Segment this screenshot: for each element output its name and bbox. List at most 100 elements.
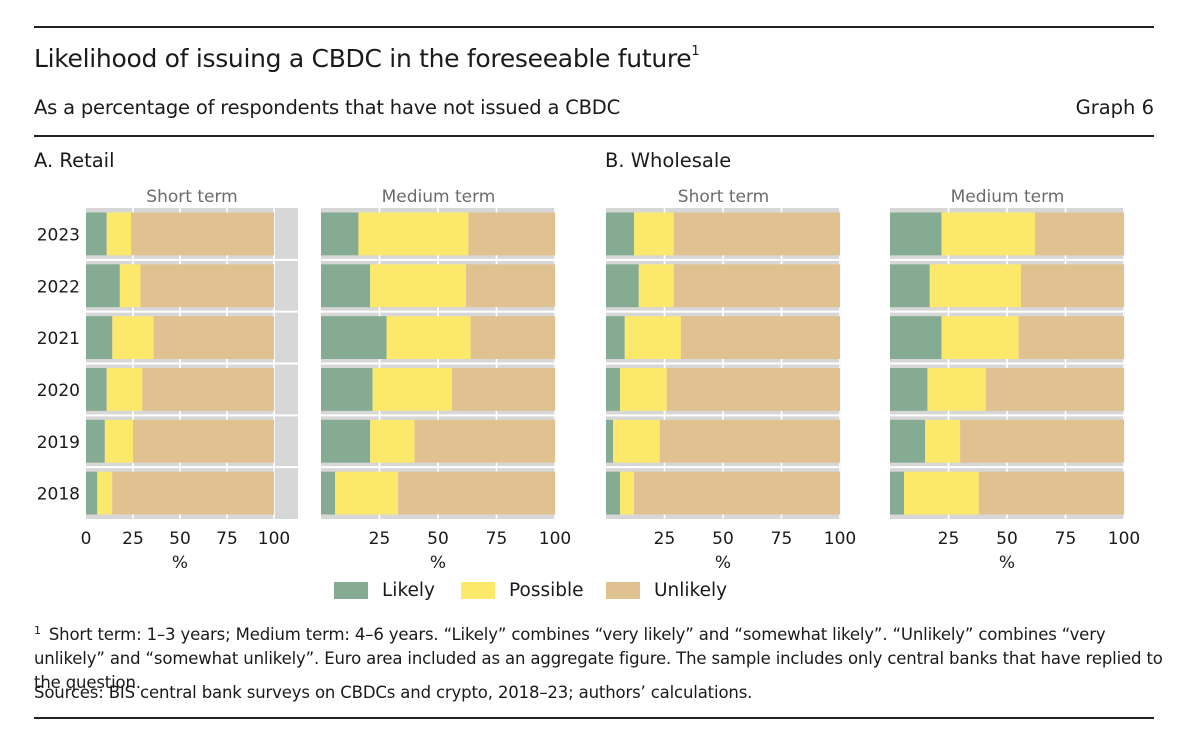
bar-unlikely-2019: [960, 419, 1124, 463]
x-tick-label: 100: [258, 529, 290, 549]
legend-item-possible: Possible: [461, 580, 584, 601]
chart-canvas: Short term 2023 2022 2021 2020 2019 2018 0 25 50 7…: [37, 187, 1140, 573]
y-tick-label: 2020: [37, 381, 80, 401]
y-tick-label: 2021: [37, 329, 80, 349]
bar-likely-2022: [321, 264, 371, 308]
x-tick-label: 0: [81, 529, 92, 549]
x-axis-label: %: [715, 553, 731, 573]
chart-title-text: Likelihood of issuing a CBDC in the fore…: [34, 44, 692, 73]
legend-label-likely: Likely: [382, 580, 435, 601]
legend-swatch-possible: [461, 582, 495, 599]
bar-unlikely-2021: [680, 316, 840, 359]
x-tick-label: 50: [996, 529, 1018, 549]
x-tick-label: 50: [427, 529, 449, 549]
bar-likely-2020: [606, 368, 621, 411]
bar-possible-2023: [106, 212, 132, 256]
bar-unlikely-2023: [131, 212, 274, 256]
y-tick-label: 2019: [37, 433, 80, 453]
bar-possible-2020: [620, 368, 667, 411]
chart-title: Likelihood of issuing a CBDC in the fore…: [34, 44, 700, 73]
bar-possible-2022: [929, 264, 1022, 308]
bar-possible-2018: [620, 471, 635, 515]
x-tick-label: 75: [486, 529, 508, 549]
bar-possible-2023: [941, 212, 1036, 256]
panel-subtitle: Medium term: [951, 187, 1065, 207]
legend-swatch-unlikely: [606, 582, 640, 599]
x-tick-label: 75: [216, 529, 238, 549]
y-tick-label: 2018: [37, 485, 80, 505]
title-footnote-marker: 1: [691, 44, 700, 59]
panel-subtitle: Short term: [678, 187, 769, 207]
bar-likely-2022: [86, 264, 120, 308]
bar-possible-2021: [624, 316, 681, 359]
legend-item-likely: Likely: [334, 580, 435, 601]
bar-unlikely-2020: [666, 368, 840, 411]
bar-unlikely-2022: [673, 264, 840, 308]
panel-subtitle: Medium term: [382, 187, 496, 207]
bar-unlikely-2019: [659, 419, 840, 463]
x-tick-label: 100: [824, 529, 856, 549]
x-axis-label: %: [172, 553, 188, 573]
x-tick-label: 25: [122, 529, 144, 549]
bar-likely-2020: [890, 368, 928, 411]
bottom-rule: [34, 717, 1154, 719]
bar-possible-2021: [386, 316, 471, 359]
bar-unlikely-2022: [1021, 264, 1124, 308]
bar-possible-2020: [106, 368, 143, 411]
bar-possible-2018: [335, 471, 399, 515]
bar-possible-2022: [370, 264, 467, 308]
bar-unlikely-2022: [140, 264, 274, 308]
bar-unlikely-2023: [673, 212, 840, 256]
bar-unlikely-2018: [634, 471, 840, 515]
bar-likely-2018: [321, 471, 336, 515]
bar-likely-2021: [86, 316, 113, 359]
bar-unlikely-2022: [466, 264, 555, 308]
bar-likely-2023: [321, 212, 359, 256]
bar-possible-2018: [904, 471, 979, 515]
x-tick-label: 100: [1108, 529, 1140, 549]
bar-likely-2019: [86, 419, 105, 463]
bar-likely-2022: [890, 264, 930, 308]
bar-unlikely-2018: [978, 471, 1124, 515]
bar-likely-2023: [890, 212, 942, 256]
bar-possible-2019: [370, 419, 415, 463]
top-rule: [34, 26, 1154, 28]
bar-likely-2021: [606, 316, 625, 359]
chart-subtitle: As a percentage of respondents that have…: [34, 96, 621, 119]
x-axis-label: %: [999, 553, 1015, 573]
legend-swatch-likely: [334, 582, 368, 599]
sources: Sources: BIS central bank surveys on CBD…: [34, 683, 753, 702]
footnote-text: Short term: 1–3 years; Medium term: 4–6 …: [34, 625, 1163, 692]
legend-label-unlikely: Unlikely: [654, 580, 728, 601]
bar-possible-2019: [104, 419, 133, 463]
bar-likely-2020: [86, 368, 107, 411]
y-tick-label: 2023: [37, 225, 80, 245]
bar-unlikely-2019: [133, 419, 274, 463]
graph-number: Graph 6: [1075, 96, 1154, 119]
bar-possible-2023: [634, 212, 674, 256]
bar-likely-2020: [321, 368, 373, 411]
bar-likely-2018: [86, 471, 98, 515]
bar-unlikely-2018: [112, 471, 274, 515]
bar-possible-2019: [925, 419, 961, 463]
bar-unlikely-2021: [1018, 316, 1124, 359]
x-tick-label: 50: [712, 529, 734, 549]
bar-unlikely-2020: [452, 368, 555, 411]
bar-unlikely-2018: [398, 471, 555, 515]
bar-possible-2018: [97, 471, 113, 515]
bar-possible-2022: [119, 264, 141, 308]
panel-subtitle: Short term: [146, 187, 237, 207]
bar-likely-2023: [606, 212, 635, 256]
bar-likely-2023: [86, 212, 107, 256]
bar-possible-2023: [358, 212, 469, 256]
bar-possible-2021: [941, 316, 1019, 359]
bar-unlikely-2021: [470, 316, 555, 359]
x-tick-label: 50: [169, 529, 191, 549]
x-tick-label: 100: [539, 529, 571, 549]
bar-unlikely-2023: [468, 212, 555, 256]
bar-possible-2022: [638, 264, 674, 308]
legend-item-unlikely: Unlikely: [606, 580, 727, 601]
panel-title-retail: A. Retail: [34, 149, 115, 172]
bar-likely-2021: [321, 316, 387, 359]
footnote-marker: 1: [34, 624, 41, 637]
